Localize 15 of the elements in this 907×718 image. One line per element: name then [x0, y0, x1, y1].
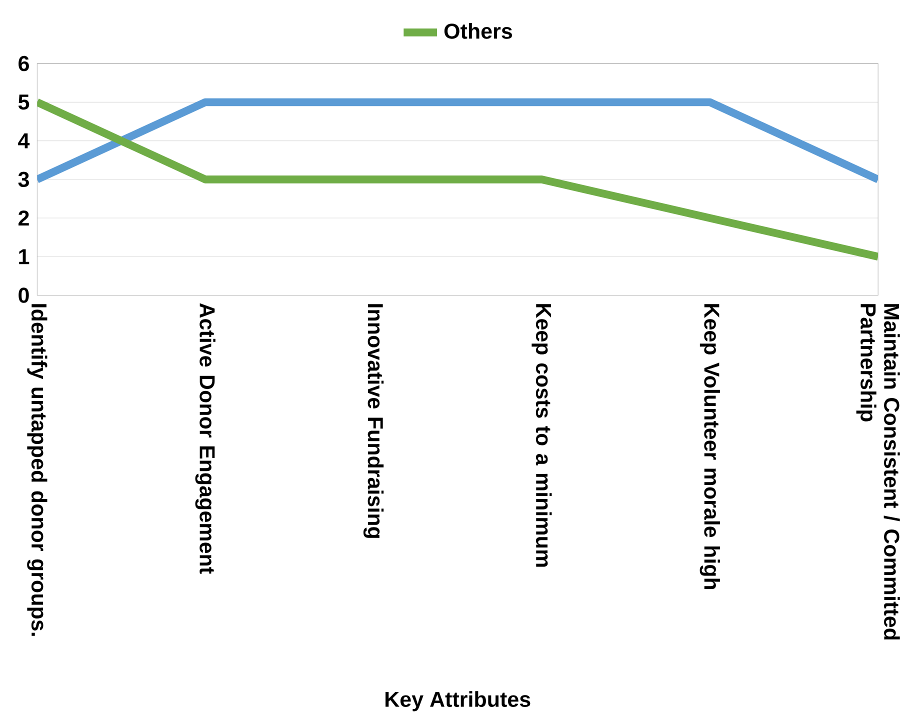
y-tick-label: 4 — [18, 133, 30, 148]
y-tick-label: 2 — [18, 210, 29, 226]
x-tick-label: Maintain Consistent / Committed Partnership — [856, 304, 900, 640]
x-axis-title: Key Attributes — [386, 690, 530, 712]
x-tick-label: Innovative Fundraising — [363, 304, 384, 538]
y-tick-label: 5 — [18, 94, 30, 110]
y-tick-label: 6 — [18, 56, 29, 71]
x-tick-label: Keep Volunteer morale high — [700, 304, 720, 589]
legend-label: Others — [444, 22, 512, 39]
x-tick-label: Active Donor Engagement — [195, 303, 216, 574]
y-tick-label: 3 — [18, 172, 29, 187]
y-tick-label: 0 — [18, 287, 29, 303]
x-tick-label: Keep costs to a minimum — [532, 304, 552, 567]
y-tick-label: 1 — [19, 249, 30, 264]
x-tick-label: Identify untapped donor groups. — [27, 304, 48, 636]
